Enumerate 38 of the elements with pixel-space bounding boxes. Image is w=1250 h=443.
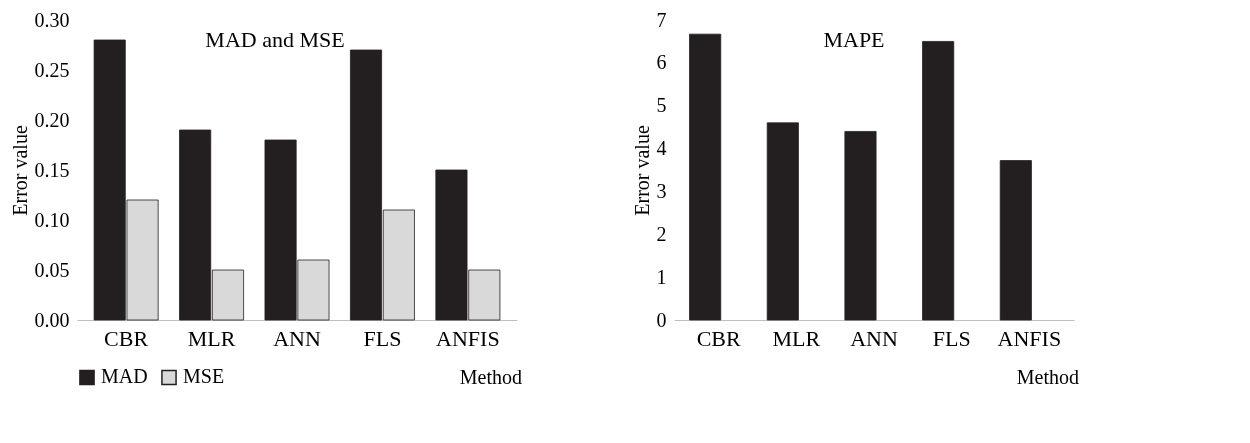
y-tick-label: 4 — [656, 137, 667, 160]
x-tick-label: ANN — [273, 325, 321, 351]
bar — [999, 160, 1032, 321]
legend-label: MSE — [183, 365, 225, 388]
x-tick-label: MLR — [772, 325, 821, 351]
bar — [766, 122, 799, 321]
chart-title: MAPE — [823, 27, 885, 52]
legend-label: MAD — [101, 365, 148, 388]
x-axis-title: Method — [1016, 366, 1079, 388]
x-tick-label: ANN — [850, 325, 898, 351]
y-tick-label: 5 — [656, 94, 667, 117]
y-tick-label: 0.15 — [34, 158, 70, 181]
x-tick-label: FLS — [363, 325, 402, 351]
y-tick-label: 0.25 — [34, 58, 70, 81]
bar — [689, 33, 722, 321]
y-tick-label: 0.00 — [34, 308, 70, 331]
x-tick-label: FLS — [932, 325, 971, 351]
x-tick-label: MLR — [187, 325, 236, 351]
x-axis-title: Method — [459, 366, 522, 388]
y-axis-title: Error value — [630, 125, 653, 216]
chart-title: MAD and MSE — [205, 27, 345, 52]
y-tick-label: 0.20 — [34, 108, 70, 131]
x-tick-label: ANFIS — [436, 325, 500, 351]
y-tick-label: 0.10 — [34, 208, 70, 231]
y-tick-label: 0.05 — [34, 258, 70, 281]
x-tick-label: CBR — [104, 325, 149, 351]
y-axis-title: Error value — [8, 125, 31, 216]
bar — [922, 41, 955, 321]
y-tick-label: 0.30 — [34, 8, 70, 31]
y-tick-label: 3 — [656, 179, 667, 202]
y-tick-label: 6 — [656, 51, 667, 74]
x-tick-label: ANFIS — [997, 325, 1062, 351]
y-tick-label: 0 — [656, 308, 667, 331]
bar — [844, 131, 877, 321]
y-tick-label: 2 — [656, 222, 667, 245]
y-tick-label: 7 — [656, 8, 667, 31]
x-tick-label: CBR — [696, 325, 741, 351]
y-tick-label: 1 — [656, 265, 667, 288]
